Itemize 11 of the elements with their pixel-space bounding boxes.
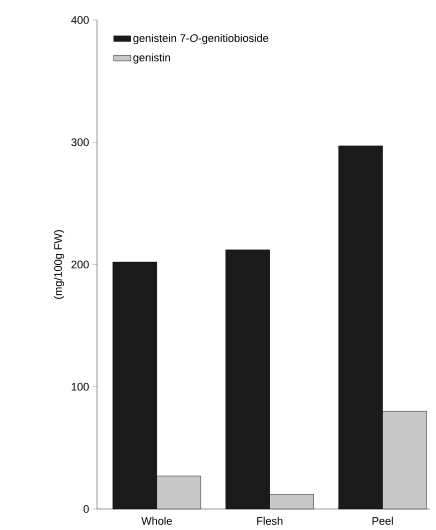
y-tick-label: 0 — [84, 505, 89, 513]
x-tick-label: Peel — [372, 516, 393, 525]
y-axis-title: (mg/100g FW) — [54, 230, 64, 299]
y-tick-label: 100 — [72, 382, 89, 391]
legend-label: genistin — [133, 53, 170, 64]
x-tick-label: Whole — [141, 516, 172, 525]
y-tick-label: 200 — [71, 260, 89, 268]
y-tick-label: 400 — [71, 16, 89, 24]
legend-label: genistein 7-O-genitiobioside — [133, 34, 268, 44]
y-tick-label: 300 — [71, 138, 89, 146]
x-tick-label: Flesh — [257, 516, 282, 525]
